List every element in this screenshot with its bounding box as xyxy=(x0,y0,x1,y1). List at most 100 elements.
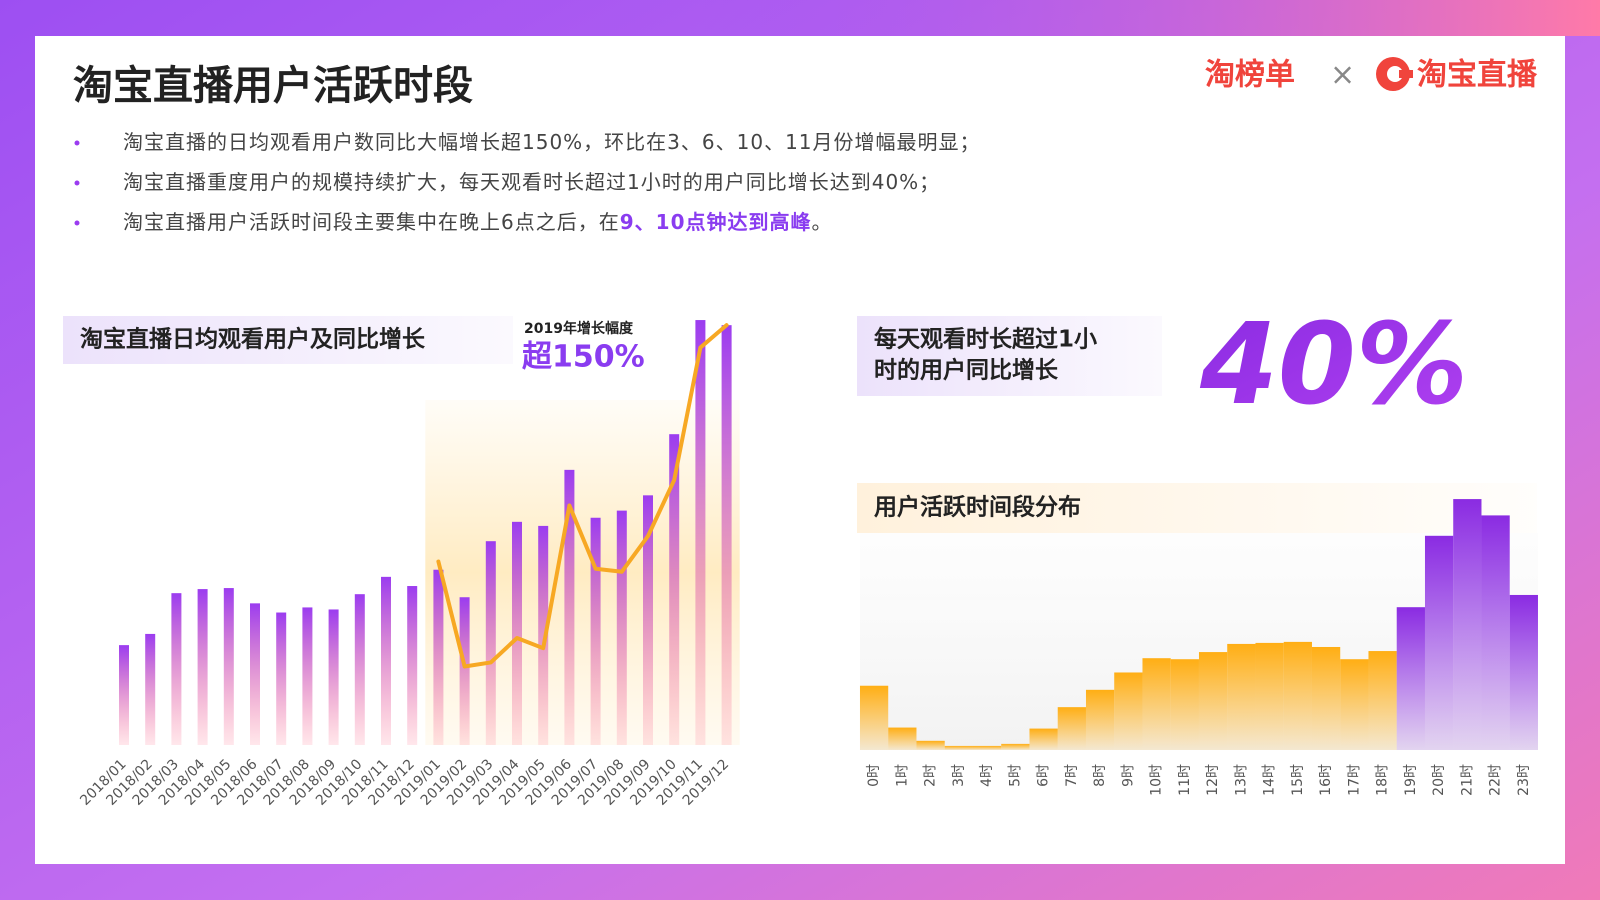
logo-text: 淘宝直播 xyxy=(1417,58,1538,93)
bar xyxy=(512,521,522,745)
highlight-region xyxy=(425,400,740,745)
bullet-text: 淘宝直播重度用户的规模持续扩大，每天观看时长超过1小时的用户同比增长达到40%； xyxy=(123,170,940,194)
x-tick-label: 12时 xyxy=(1205,764,1221,796)
bar xyxy=(1283,641,1312,750)
bar xyxy=(302,607,313,745)
x-tick-label: 16时 xyxy=(1318,764,1334,796)
bar xyxy=(1481,515,1510,750)
x-tick-label: 7时 xyxy=(1064,764,1080,787)
bar xyxy=(972,745,1002,750)
x-tick-label: 6时 xyxy=(1036,764,1052,787)
x-tick-label: 8时 xyxy=(1092,764,1108,787)
stat-text: 时的用户同比增长 xyxy=(874,357,1059,384)
x-tick-label: 4时 xyxy=(979,764,995,787)
bar xyxy=(916,740,945,750)
bar xyxy=(1114,672,1143,750)
bar xyxy=(1396,607,1425,750)
stat-text: 每天观看时长超过1小 xyxy=(874,326,1097,353)
bar xyxy=(459,597,470,745)
bar xyxy=(1424,535,1454,750)
bullet-dot xyxy=(74,140,80,146)
x-tick-label: 20时 xyxy=(1431,764,1447,796)
bar xyxy=(1509,594,1538,750)
x-tick-label: 3时 xyxy=(951,764,967,787)
bar xyxy=(721,325,732,745)
x-tick-label: 11时 xyxy=(1177,764,1193,796)
bar xyxy=(1368,651,1397,750)
x-tick-label: 18时 xyxy=(1375,764,1391,796)
bullet-list: 淘宝直播的日均观看用户数同比大幅增长超150%，环比在3、6、10、11月份增幅… xyxy=(74,130,981,234)
chart-title-box xyxy=(857,483,1537,533)
bar xyxy=(888,727,917,750)
annotation-value: 超150% xyxy=(522,340,645,375)
title: 淘宝直播用户活跃时段 xyxy=(73,63,473,109)
x-tick-label: 2时 xyxy=(923,764,939,787)
chart-title-box xyxy=(63,316,513,364)
stat-box xyxy=(857,316,1162,396)
bar xyxy=(197,589,208,745)
x-tick-label: 1时 xyxy=(894,764,910,787)
chart-title: 用户活跃时间段分布 xyxy=(874,494,1081,521)
bullet-text: 淘宝直播的日均观看用户数同比大幅增长超150%，环比在3、6、10、11月份增幅… xyxy=(123,130,981,154)
bar xyxy=(433,569,444,745)
bar xyxy=(944,745,973,750)
annotation-label: 2019年增长幅度 xyxy=(524,320,634,337)
bullet-text: 淘宝直播用户活跃时间段主要集中在晚上6点之后，在9、10点钟达到高峰。 xyxy=(123,210,832,234)
bar xyxy=(859,685,889,750)
line xyxy=(436,323,729,669)
bar xyxy=(590,517,601,745)
bar xyxy=(223,588,234,745)
bar xyxy=(1142,658,1171,750)
bar xyxy=(1255,642,1284,750)
logo-icon xyxy=(1376,57,1413,91)
bullet-text: 淘宝直播的日均观看用户数同比大幅增长超150%，环比在3、6、10、11月份增幅… xyxy=(123,130,981,154)
bar xyxy=(145,633,156,745)
background-glow xyxy=(700,0,1600,36)
bullet-end: 。 xyxy=(811,210,832,234)
bar xyxy=(1311,646,1341,750)
bar xyxy=(669,434,680,745)
bar xyxy=(1198,652,1228,750)
x-tick-label: 23时 xyxy=(1516,764,1532,796)
bar xyxy=(1170,659,1199,750)
bar xyxy=(1453,499,1482,750)
x-tick-label: 15时 xyxy=(1290,764,1306,796)
bullet-dot xyxy=(74,180,80,186)
bar xyxy=(250,603,260,745)
bar xyxy=(354,594,365,745)
bar xyxy=(276,612,287,745)
bullet-dot xyxy=(74,220,80,226)
chart-2: 0时 1时 2时 3时 4时 5时 6时 7时 8时 9时 10时 11时 12时 13时 14时 15时 16… xyxy=(859,499,1538,796)
x-tick-label: 10时 xyxy=(1149,764,1165,796)
bullet-highlight: 9、10点钟达到高峰 xyxy=(620,210,812,234)
bar xyxy=(1001,743,1030,750)
bullet-text: 淘宝直播重度用户的规模持续扩大，每天观看时长超过1小时的用户同比增长达到40%； xyxy=(123,170,940,194)
bar xyxy=(1340,659,1369,750)
bar xyxy=(381,576,391,745)
bar xyxy=(485,541,496,745)
bullet-text: 淘宝直播用户活跃时间段主要集中在晚上6点之后，在 xyxy=(123,210,620,234)
logo-text: 淘榜单 xyxy=(1205,58,1295,93)
bar xyxy=(564,469,575,745)
x-tick-label: 13时 xyxy=(1233,764,1249,796)
bar xyxy=(695,320,706,745)
bar xyxy=(1085,689,1115,750)
x-tick-label: 0时 xyxy=(866,764,882,787)
logo-separator: × xyxy=(1330,58,1355,93)
bar xyxy=(643,495,653,745)
x-tick-label: 17时 xyxy=(1346,764,1362,796)
bar xyxy=(407,586,418,745)
bar xyxy=(328,609,339,745)
bar xyxy=(616,510,627,745)
x-tick-label: 22时 xyxy=(1488,764,1504,796)
x-tick-label: 14时 xyxy=(1262,764,1278,796)
x-tick-label: 5时 xyxy=(1007,764,1023,787)
x-tick-label: 21时 xyxy=(1459,764,1475,796)
chart-title: 淘宝直播日均观看用户及同比增长 xyxy=(80,326,426,353)
x-tick-label: 9时 xyxy=(1120,764,1136,787)
bar xyxy=(1227,643,1256,750)
bar xyxy=(1029,728,1058,750)
bar xyxy=(119,645,129,745)
